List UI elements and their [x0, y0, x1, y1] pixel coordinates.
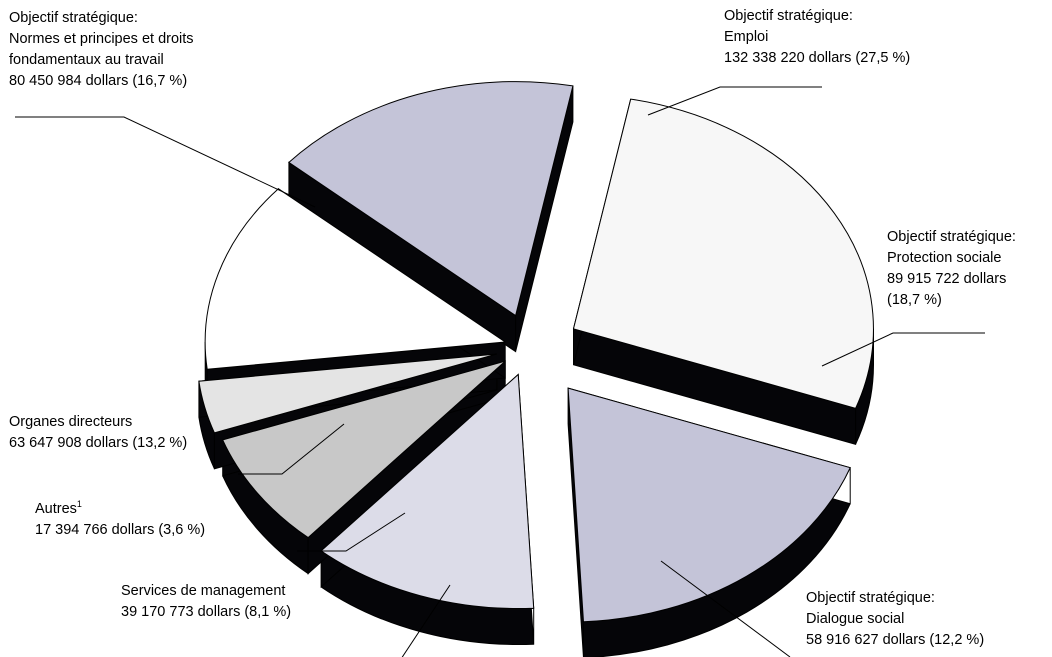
label-protection: Objectif stratégique: Protection sociale… [887, 227, 1016, 311]
label-emploi-line-2: Emploi [724, 29, 769, 45]
label-dialogue: Objectif stratégique: Dialogue social 58… [806, 588, 984, 651]
label-dialogue-line-2: Dialogue social [806, 611, 905, 627]
label-protection-line-3: 89 915 722 dollars [887, 271, 1007, 287]
label-management: Services de management 39 170 773 dollar… [121, 581, 291, 623]
label-organes-line-2: 63 647 908 dollars (13,2 %) [9, 435, 188, 451]
leader-line-dialogue [660, 560, 791, 657]
label-dialogue-line-1: Objectif stratégique: [806, 590, 935, 606]
leader-line-management [401, 584, 451, 657]
pie-slice-management [222, 360, 506, 539]
label-normes-line-3: fondamentaux au travail [9, 52, 164, 68]
label-autres-name: Autres [35, 501, 77, 517]
label-autres-line-2: 17 394 766 dollars (3,6 %) [35, 522, 206, 538]
pie-slice-normes [288, 81, 574, 317]
label-protection-line-2: Protection sociale [887, 250, 1002, 266]
label-autres: Autres1 17 394 766 dollars (3,6 %) [35, 499, 205, 541]
label-management-line-2: 39 170 773 dollars (8,1 %) [121, 604, 292, 620]
pie-slice-emploi [572, 98, 874, 409]
label-normes: Objectif stratégique: Normes et principe… [9, 8, 194, 92]
pie-slice-dialogue [320, 373, 535, 610]
label-autres-line-1: Autres1 [35, 499, 205, 520]
pie-slice-protection [567, 387, 851, 623]
label-emploi-line-1: Objectif stratégique: [724, 8, 853, 24]
label-management-line-1: Services de management [121, 583, 286, 599]
leader-line-emploi [647, 86, 822, 116]
label-normes-line-1: Objectif stratégique: [9, 10, 138, 26]
leader-line-protection [821, 332, 985, 367]
pie-slice-organes [204, 188, 507, 370]
label-protection-line-1: Objectif stratégique: [887, 229, 1016, 245]
label-normes-line-4: 80 450 984 dollars (16,7 %) [9, 73, 188, 89]
label-dialogue-line-3: 58 916 627 dollars (12,2 %) [806, 632, 985, 648]
label-autres-footnote: 1 [76, 499, 82, 510]
leader-lines [15, 86, 985, 657]
label-organes-line-1: Organes directeurs [9, 414, 133, 430]
pie-slice-autres [198, 353, 498, 434]
pie-top-layer [198, 81, 874, 623]
leader-line-normes [15, 116, 316, 208]
label-emploi-line-3: 132 338 220 dollars (27,5 %) [724, 50, 911, 66]
label-protection-line-4: (18,7 %) [887, 292, 942, 308]
leader-line-autres [297, 512, 406, 552]
label-normes-line-2: Normes et principes et droits [9, 31, 194, 47]
label-organes: Organes directeurs 63 647 908 dollars (1… [9, 412, 187, 454]
leader-line-organes [238, 423, 345, 475]
label-emploi: Objectif stratégique: Emploi 132 338 220… [724, 6, 910, 69]
